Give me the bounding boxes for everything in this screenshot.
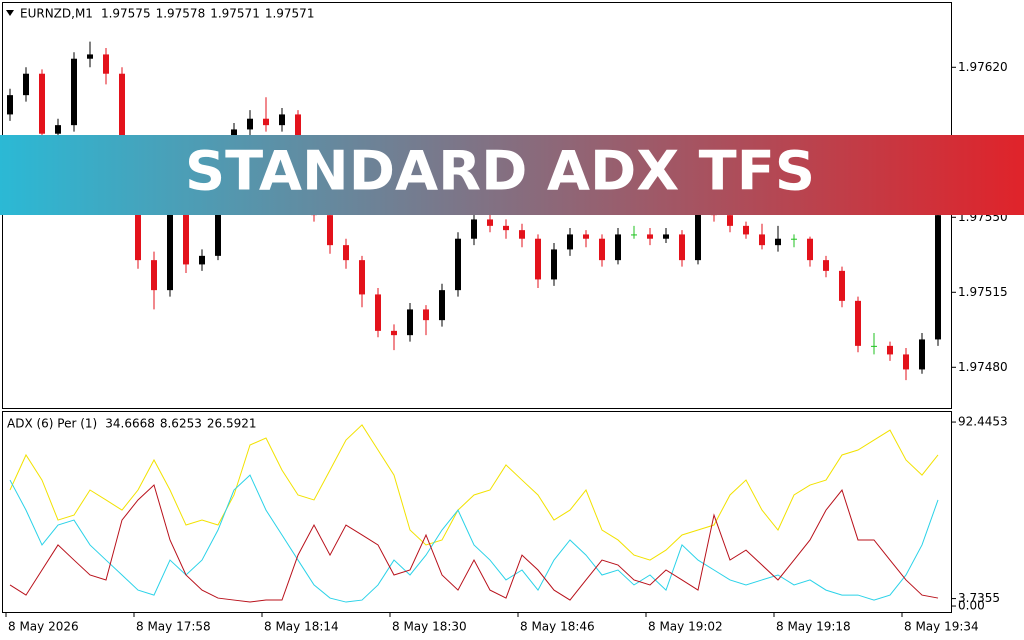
header-value: 26.5921: [207, 417, 257, 431]
indicator-line: [9, 424, 939, 561]
indicator-line: [9, 484, 939, 603]
header-value: 8.6253: [160, 417, 202, 431]
x-tick-label: 8 May 18:30: [392, 620, 467, 634]
candle-body: [199, 255, 205, 265]
x-tick-label: 8 May 2026: [8, 620, 79, 634]
candle-body: [871, 345, 877, 347]
candle-body: [391, 330, 397, 336]
candle-body: [263, 118, 269, 126]
header-value: 34.6668: [105, 417, 155, 431]
candle-body: [7, 95, 13, 115]
candle-body: [167, 200, 173, 291]
y-tick-label: 0.00: [958, 599, 985, 613]
x-tick-label: 8 May 18:14: [264, 620, 339, 634]
candle-body: [119, 73, 125, 149]
indicator-panel: [2, 411, 952, 613]
candle-body: [247, 118, 253, 130]
indicator-plot: [9, 424, 939, 603]
x-tick-label: 8 May 19:02: [648, 620, 723, 634]
candle-body: [327, 215, 333, 246]
candle-body: [807, 238, 813, 261]
candle-body: [631, 234, 637, 236]
candle-body: [583, 234, 589, 239]
header-value: 1.97571: [210, 7, 260, 21]
x-tick-label: 8 May 19:34: [904, 620, 979, 634]
candle-body: [615, 234, 621, 261]
candle-body: [903, 354, 909, 370]
candle-body: [647, 234, 653, 239]
candle-body: [599, 238, 605, 261]
candle-body: [919, 339, 925, 370]
banner: STANDARD ADX TFS: [0, 135, 1024, 215]
candle-body: [935, 215, 941, 340]
header-value: 1.97571: [265, 7, 315, 21]
candle-body: [183, 200, 189, 265]
candle-body: [439, 290, 445, 321]
candle-body: [487, 219, 493, 226]
indicator-line: [9, 474, 939, 603]
candle-body: [695, 210, 701, 261]
candle-body: [71, 58, 77, 126]
y-tick-label: 3.7355: [958, 591, 1000, 605]
candle-body: [503, 225, 509, 231]
x-tick-label: 8 May 19:18: [776, 620, 851, 634]
indicator-title: ADX (6) Per (1): [7, 417, 97, 431]
candle-body: [343, 245, 349, 261]
panel-menu-arrow[interactable]: [6, 10, 14, 16]
candle-body: [359, 260, 365, 295]
candle-body: [375, 294, 381, 331]
candle-body: [39, 73, 45, 134]
candle-body: [87, 54, 93, 59]
candle-body: [567, 234, 573, 250]
y-tick-label: 1.97515: [958, 285, 1008, 299]
indicator-title: EURNZD,M1: [20, 7, 93, 21]
banner-band: [0, 135, 1024, 215]
candle-body: [775, 238, 781, 246]
y-tick-label: 1.97480: [958, 360, 1008, 374]
header-value: 1.97578: [156, 7, 206, 21]
candle-body: [455, 238, 461, 291]
x-tick-label: 8 May 18:46: [520, 620, 595, 634]
banner-text: STANDARD ADX TFS: [185, 140, 815, 203]
candle-body: [23, 73, 29, 96]
candle-body: [103, 54, 109, 74]
candle-body: [759, 234, 765, 246]
candle-body: [743, 225, 749, 235]
candle-body: [471, 219, 477, 239]
candle-body: [727, 215, 733, 226]
candle-body: [407, 309, 413, 336]
candle-body: [839, 270, 845, 301]
candle-body: [887, 345, 893, 355]
candle-body: [535, 238, 541, 280]
candle-body: [679, 234, 685, 261]
candle-body: [663, 234, 669, 239]
candle-body: [791, 238, 797, 240]
candle-body: [279, 114, 285, 126]
candle-body: [215, 178, 221, 256]
x-tick-label: 8 May 17:58: [136, 620, 211, 634]
candle-body: [423, 309, 429, 321]
candle-body: [519, 230, 525, 239]
candle-body: [823, 260, 829, 271]
y-tick-label: 1.97620: [958, 60, 1008, 74]
candle-body: [55, 125, 61, 134]
candle-body: [855, 300, 861, 346]
candle-body: [551, 249, 557, 280]
candle-body: [151, 260, 157, 291]
header-value: 1.97575: [101, 7, 151, 21]
y-tick-label: 92.4453: [958, 415, 1008, 429]
